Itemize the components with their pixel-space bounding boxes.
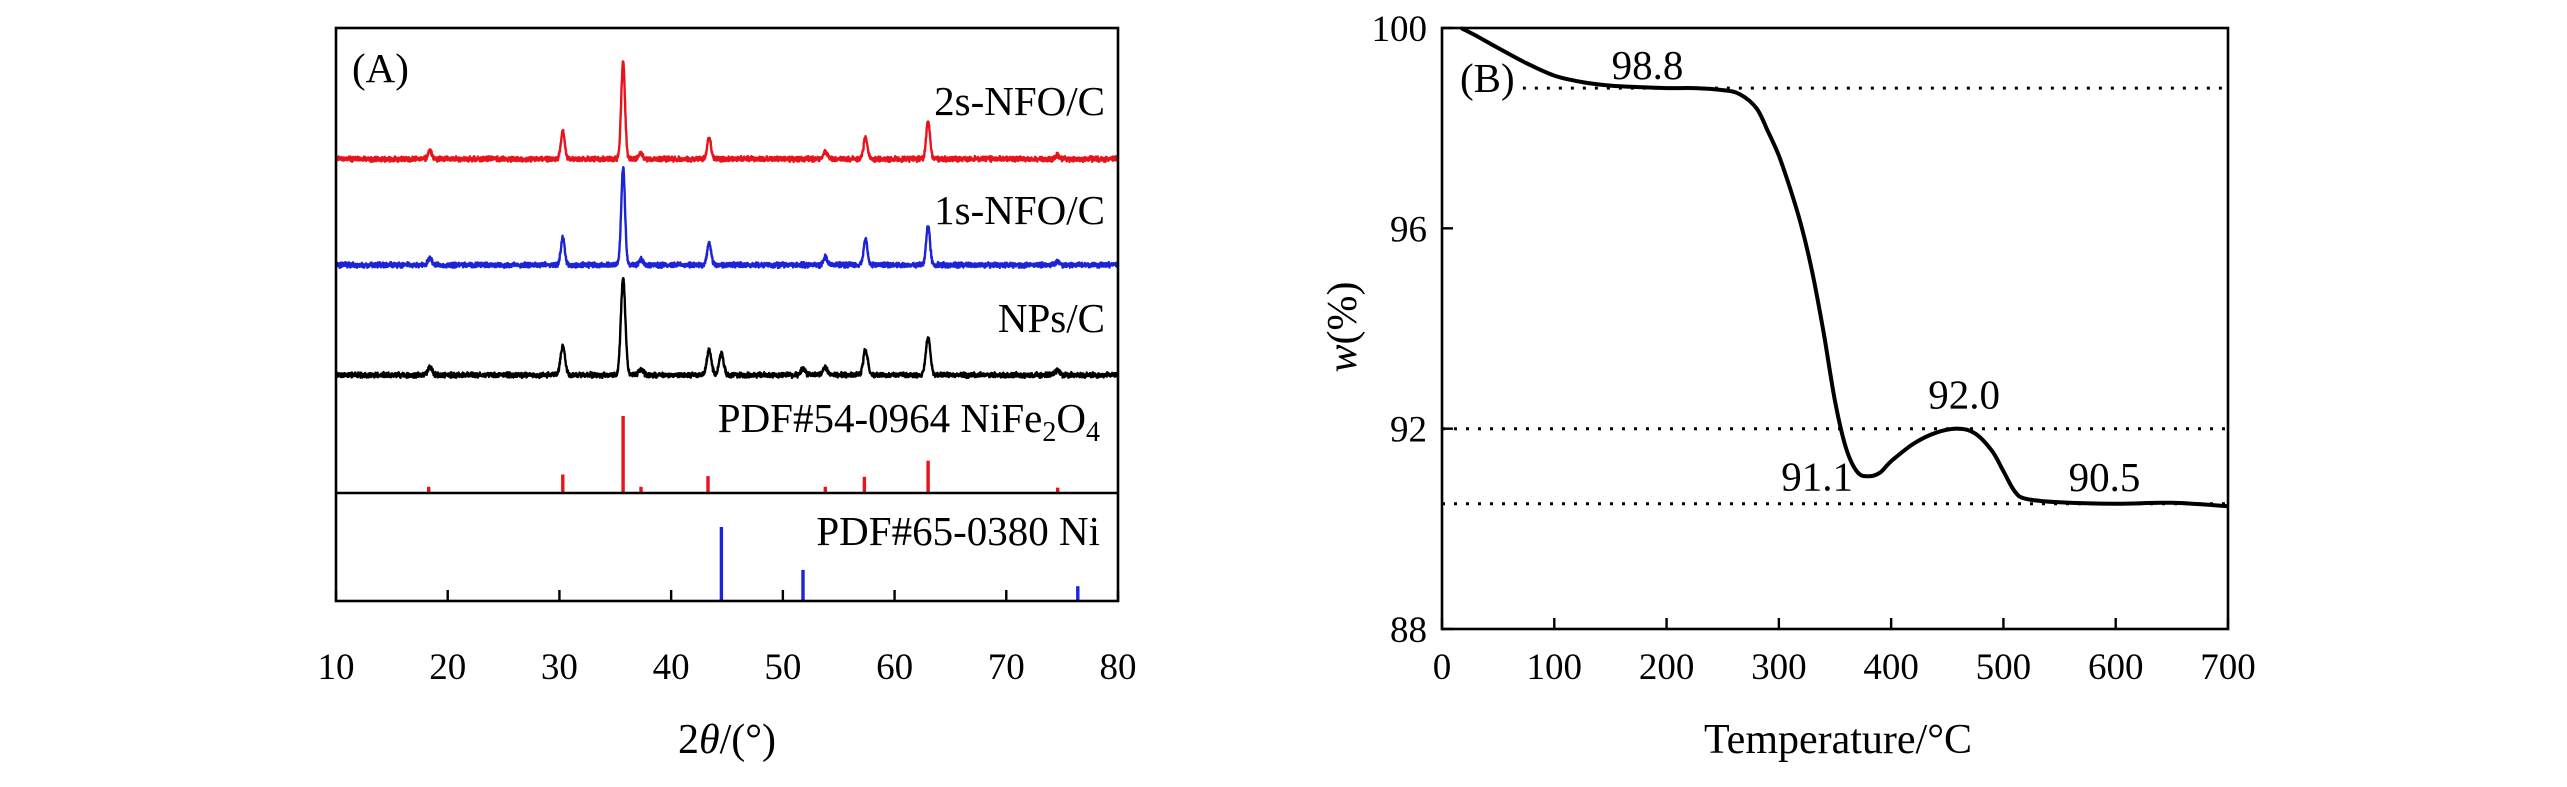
panel-a-x-tick-label: 20 [429, 647, 466, 688]
xrd-series-line-2 [334, 277, 1120, 380]
y-axis-title-symbol: w [1320, 344, 1366, 372]
series-label-1s-nfo-c: 1s-NFO/C [934, 187, 1105, 233]
reference-label-nife2o4-part: PDF#54-0964 NiFe [718, 395, 1043, 441]
xrd-series-line-1 [334, 166, 1120, 270]
panel-a-x-tick-label: 40 [653, 647, 690, 688]
panel-b-x-tick-label: 400 [1863, 647, 1919, 688]
panel-b-x-tick-label: 500 [1976, 647, 2032, 688]
panel-a-plot-area: 10 20 30 40 50 60 70 80 [318, 60, 1137, 688]
panel-b-plot-area: 98.8 92.0 91.1 90.5 0 100 200 300 400 500 600 700 88… [1372, 9, 2256, 688]
panel-b-x-axis-title: Temperature/°C [1704, 717, 1972, 763]
panel-a-label: (A) [352, 45, 409, 91]
y-axis-title-unit: (%) [1320, 282, 1366, 345]
panel-a-x-tick-label: 50 [764, 647, 801, 688]
panel-b-x-tick-label: 600 [2088, 647, 2144, 688]
tga-curve-line [1460, 26, 2229, 509]
reference-label-ni: PDF#65-0380 Ni [816, 508, 1100, 554]
value-annotation: 91.1 [1781, 454, 1853, 500]
series-label-2s-nfo-c: 2s-NFO/C [934, 78, 1105, 124]
x-axis-title-part: 2 [678, 717, 699, 763]
panel-a-x-tick-label: 70 [988, 647, 1025, 688]
panel-b-y-tick-label: 92 [1390, 410, 1427, 451]
reference-label-nife2o4-subscript: 4 [1086, 417, 1100, 448]
x-axis-title-part: /(°) [720, 717, 776, 763]
series-label-nps-c: NPs/C [998, 295, 1105, 341]
panel-b-x-tick-label: 200 [1639, 647, 1695, 688]
panel-b-y-tick-label: 88 [1390, 610, 1427, 651]
value-annotation: 90.5 [2069, 454, 2141, 500]
reference-label-nife2o4-part: O [1056, 395, 1086, 441]
panel-a-x-tick-label: 80 [1100, 647, 1137, 688]
panel-b-x-tick-label: 100 [1527, 647, 1583, 688]
panel-b-label: (B) [1460, 55, 1515, 101]
panel-a-x-tick-label: 10 [318, 647, 355, 688]
panel-a-x-tick-label: 30 [541, 647, 578, 688]
panel-a-x-tick-label: 60 [876, 647, 913, 688]
panel-a-xrd: 10 20 30 40 50 60 70 80 (A) 2s-NFO/C 1s-NFO/C N… [318, 26, 1137, 763]
panel-b-y-axis-title: w(%) [1320, 282, 1366, 373]
x-axis-title-theta: θ [699, 717, 720, 763]
panel-b-y-tick-label: 96 [1390, 209, 1427, 250]
reference-label-nife2o4: PDF#54-0964 NiFe2O4 [718, 395, 1100, 448]
panel-b-x-tick-label: 300 [1751, 647, 1807, 688]
reference-label-nife2o4-subscript: 2 [1042, 417, 1056, 448]
value-annotation: 92.0 [1928, 372, 2000, 418]
panel-a-x-axis-title: 2θ/(°) [678, 717, 776, 763]
panel-b-x-tick-label: 700 [2200, 647, 2256, 688]
panel-b-x-tick-label: 0 [1433, 647, 1452, 688]
panel-b-tga: 98.8 92.0 91.1 90.5 0 100 200 300 400 500 600 700 88… [1320, 9, 2256, 763]
panel-b-y-tick-label: 100 [1372, 9, 1428, 50]
panel-b-frame [1440, 26, 2230, 631]
value-annotation: 98.8 [1612, 42, 1684, 88]
panel-a-frame [334, 26, 1120, 603]
xrd-series-line-0 [334, 60, 1120, 164]
